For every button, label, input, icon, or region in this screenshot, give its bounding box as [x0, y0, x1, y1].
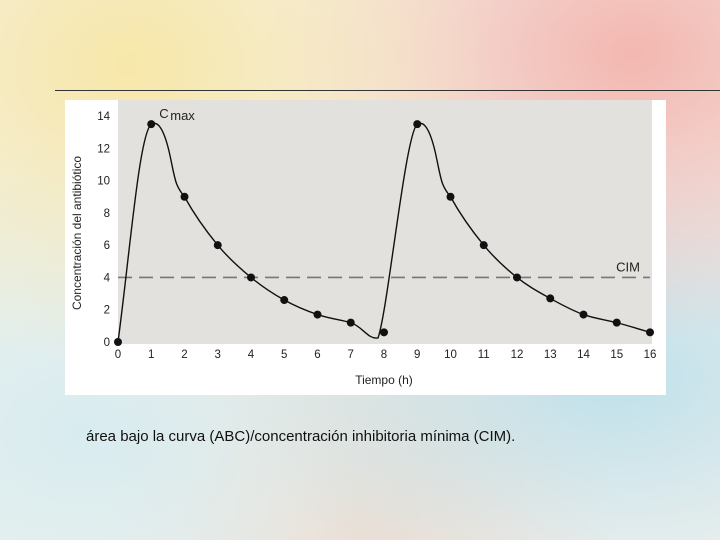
cmax-annotation-subscript: max	[170, 108, 195, 123]
y-axis-title: Concentración del antibiótico	[70, 156, 84, 310]
y-tick-label: 8	[104, 208, 110, 220]
x-tick-label: 12	[511, 349, 524, 361]
y-tick-label: 6	[104, 240, 110, 252]
data-point	[612, 318, 621, 327]
threshold-label: CIM	[616, 259, 640, 274]
y-tick-label: 12	[97, 143, 110, 155]
data-point	[247, 273, 255, 282]
x-tick-label: 14	[577, 349, 590, 361]
data-point	[380, 328, 388, 337]
data-point	[579, 310, 588, 319]
data-point	[479, 241, 488, 250]
data-point	[646, 328, 654, 337]
y-tick-label: 2	[104, 305, 110, 317]
data-point	[147, 120, 156, 129]
data-point	[180, 192, 189, 201]
x-tick-label: 10	[444, 349, 457, 361]
x-tick-label: 7	[348, 349, 354, 361]
data-point	[446, 192, 455, 201]
x-tick-label: 9	[414, 349, 420, 361]
data-point	[413, 120, 422, 129]
concentration-curve	[117, 122, 651, 343]
x-tick-label: 3	[215, 349, 221, 361]
data-point	[513, 273, 521, 282]
x-tick-label: 11	[478, 349, 490, 361]
x-tick-label: 6	[314, 349, 320, 361]
x-tick-label: 1	[148, 349, 154, 361]
data-point	[114, 338, 122, 346]
x-tick-label: 2	[181, 349, 187, 361]
x-tick-label: 13	[544, 349, 557, 361]
x-tick-label: 15	[610, 349, 623, 361]
x-axis-title: Tiempo (h)	[355, 373, 413, 387]
data-point	[313, 310, 322, 319]
chart-figure: CIM 0 2 4 6 8 10 12 14 0 1 2 3 4 5 6 7 8 9 10 11 12 13 14 15 16 Ti…	[65, 100, 666, 395]
cmax-annotation: C	[159, 106, 168, 121]
data-point	[546, 294, 555, 303]
x-tick-label: 8	[381, 349, 387, 361]
data-point	[280, 296, 289, 305]
x-tick-label: 5	[281, 349, 287, 361]
x-tick-label: 0	[115, 349, 121, 361]
x-tick-label: 16	[644, 349, 657, 361]
y-tick-label: 4	[104, 272, 111, 284]
title-rule	[55, 90, 720, 91]
data-point	[346, 318, 355, 327]
x-tick-label: 4	[248, 349, 255, 361]
y-tick-label: 14	[97, 111, 110, 123]
y-tick-label: 10	[97, 176, 110, 188]
data-point	[213, 241, 222, 250]
y-tick-label: 0	[104, 337, 110, 349]
slide-caption: área bajo la curva (ABC)/concentración i…	[86, 428, 516, 445]
